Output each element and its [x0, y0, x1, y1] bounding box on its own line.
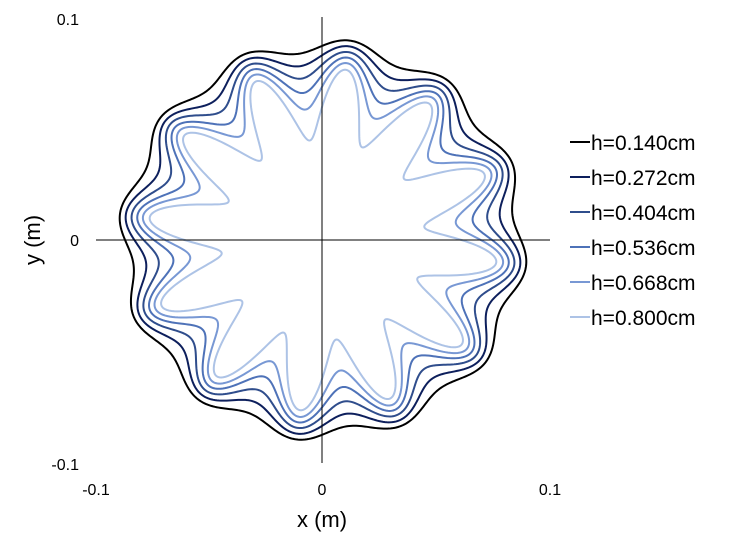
- legend-label-2: h=0.272cm: [591, 167, 696, 190]
- series-line-4: [136, 56, 510, 424]
- series-line-5: [141, 62, 505, 418]
- legend-label-1: h=0.140cm: [591, 132, 696, 155]
- y-tick-label-max: 0.1: [57, 12, 79, 29]
- x-axis-title: x (m): [297, 507, 347, 532]
- x-tick-label-min: -0.1: [82, 482, 110, 499]
- legend-label-6: h=0.800cm: [591, 307, 696, 330]
- legend-label-4: h=0.536cm: [591, 237, 696, 260]
- legend-label-5: h=0.668cm: [591, 272, 696, 295]
- y-axis-title: y (m): [20, 215, 45, 265]
- x-tick-label-zero: 0: [318, 482, 327, 499]
- x-tick-label-max: 0.1: [539, 482, 561, 499]
- legend-label-3: h=0.404cm: [591, 202, 696, 225]
- y-tick-label-zero: 0: [70, 233, 79, 250]
- y-tick-label-min: -0.1: [51, 457, 79, 474]
- legend: h=0.140cm h=0.272cm h=0.404cm h=0.536cm h=0.…: [570, 132, 696, 330]
